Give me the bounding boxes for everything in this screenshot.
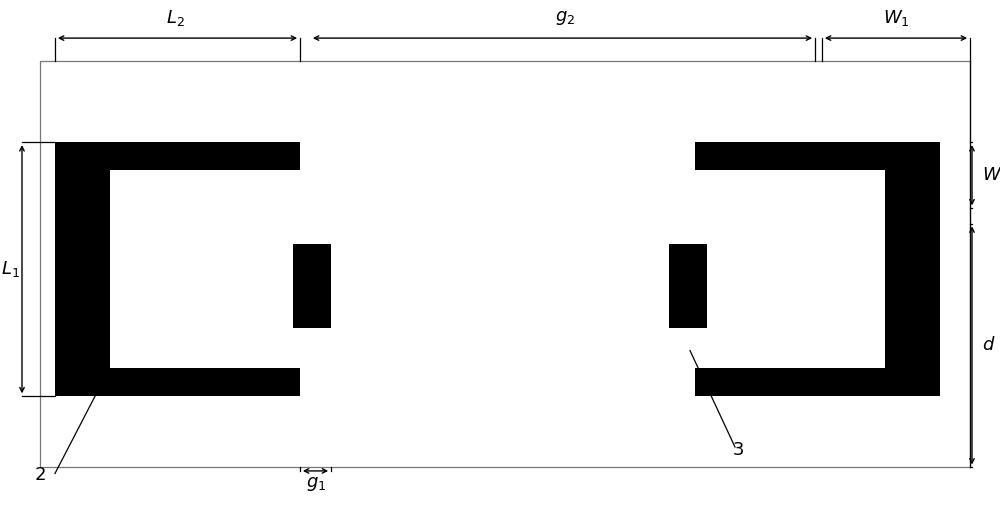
Bar bbox=[293, 244, 331, 328]
Bar bbox=[55, 142, 300, 170]
Bar bbox=[695, 142, 940, 170]
Text: $W_2$: $W_2$ bbox=[982, 165, 1000, 185]
Bar bbox=[40, 61, 970, 467]
Text: $g_2$: $g_2$ bbox=[555, 9, 575, 27]
Text: $d$: $d$ bbox=[982, 336, 996, 355]
Bar bbox=[669, 244, 707, 328]
Text: $L_2$: $L_2$ bbox=[166, 8, 184, 28]
Bar bbox=[885, 142, 940, 396]
Bar bbox=[695, 368, 940, 396]
Bar bbox=[55, 368, 300, 396]
Text: $W_1$: $W_1$ bbox=[883, 8, 909, 28]
Text: $L_1$: $L_1$ bbox=[1, 259, 19, 279]
Text: 3: 3 bbox=[732, 440, 744, 459]
Text: 2: 2 bbox=[34, 466, 46, 484]
Bar bbox=[55, 142, 110, 396]
Text: $g_1$: $g_1$ bbox=[306, 474, 326, 493]
